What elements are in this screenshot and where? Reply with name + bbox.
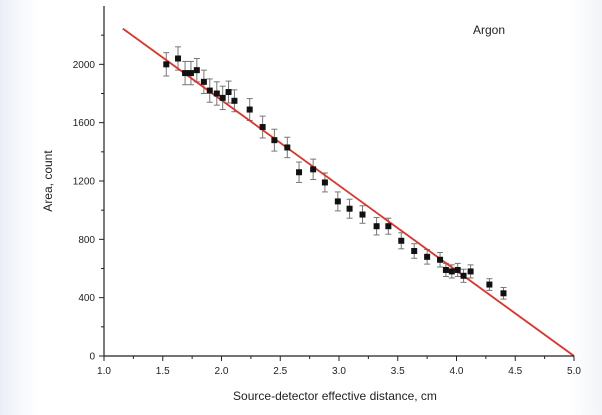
- y-tick-label: 1200: [73, 177, 96, 188]
- data-point: [213, 90, 220, 97]
- data-point: [206, 87, 213, 94]
- y-tick-label: 800: [78, 235, 95, 246]
- data-point: [334, 198, 341, 205]
- data-point: [163, 61, 170, 68]
- x-tick-label: 4.0: [450, 366, 464, 377]
- data-point: [310, 166, 317, 173]
- x-tick-label: 4.5: [508, 366, 522, 377]
- y-ticks: 0 400 800 1200 1600 2000: [73, 34, 104, 363]
- data-point: [460, 272, 467, 279]
- fit-line: [122, 27, 575, 357]
- data-point: [175, 55, 182, 62]
- data-point-layer: [163, 55, 507, 297]
- y-tick-label: 0: [89, 352, 95, 363]
- data-point: [259, 124, 266, 131]
- data-point: [424, 253, 431, 260]
- data-point: [193, 67, 200, 74]
- axes: [103, 6, 574, 357]
- chart-annotation: Argon: [473, 23, 505, 37]
- x-tick-label: 2.0: [215, 366, 229, 377]
- data-point: [454, 266, 461, 273]
- data-point: [398, 237, 405, 244]
- x-ticks: 1.0 1.5 2.0 2.5 3.0 3.5 4.0 4.5 5.0: [97, 356, 581, 377]
- data-point: [246, 106, 253, 113]
- errorbar-layer: [163, 46, 507, 300]
- y-tick-label: 400: [78, 293, 95, 304]
- x-axis-title: Source-detector effective distance, cm: [233, 389, 437, 403]
- data-point: [321, 179, 328, 186]
- data-point: [486, 281, 493, 288]
- data-point: [296, 169, 303, 176]
- data-point: [442, 266, 449, 273]
- data-point: [284, 144, 291, 151]
- data-point: [373, 223, 380, 230]
- data-point: [231, 97, 238, 104]
- data-point: [225, 89, 232, 96]
- data-point: [467, 268, 474, 275]
- data-point: [359, 211, 366, 218]
- x-tick-label: 5.0: [567, 366, 581, 377]
- x-tick-label: 2.5: [273, 366, 287, 377]
- x-tick-label: 3.0: [332, 366, 346, 377]
- y-tick-label: 2000: [73, 60, 96, 71]
- data-point: [448, 268, 455, 275]
- data-point: [187, 70, 194, 77]
- fit-line-layer: [122, 27, 575, 357]
- y-axis-title: Area, count: [41, 150, 55, 212]
- x-tick-label: 3.5: [391, 366, 405, 377]
- data-point: [182, 70, 189, 77]
- x-tick-label: 1.5: [156, 366, 170, 377]
- data-point: [411, 248, 418, 254]
- data-point: [500, 290, 507, 297]
- data-point: [437, 256, 444, 263]
- y-tick-label: 1600: [73, 118, 96, 129]
- data-point: [385, 223, 392, 230]
- x-tick-label: 1.0: [97, 366, 111, 377]
- data-point: [200, 78, 207, 85]
- data-point: [271, 137, 278, 144]
- data-point: [219, 94, 226, 101]
- data-point: [346, 205, 353, 212]
